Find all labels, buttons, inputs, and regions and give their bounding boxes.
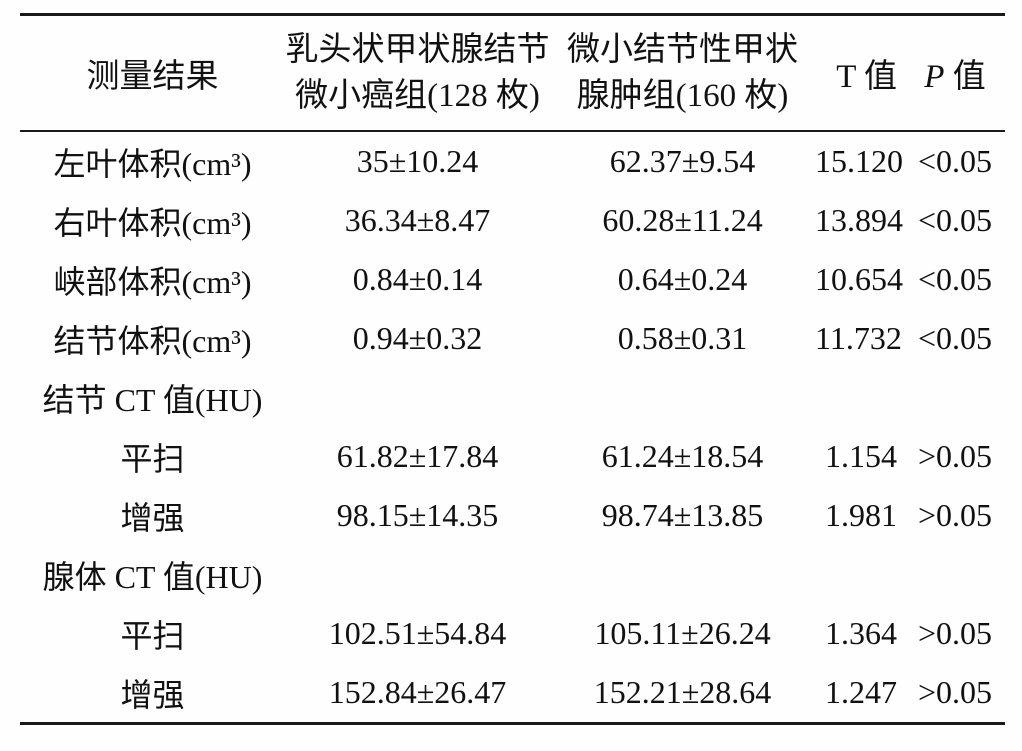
row-t-value: 10.654 bbox=[815, 261, 903, 297]
row-label: 平扫 bbox=[120, 440, 185, 477]
row-t-value: 1.154 bbox=[825, 438, 897, 474]
measurement-results-table: 测量结果 乳头状甲状腺结节 微小癌组(128 枚) 微小结节性甲状 腺肿组(16… bbox=[20, 13, 1005, 725]
row-t-value: 11.732 bbox=[815, 320, 902, 356]
row-group2-value: 62.37±9.54 bbox=[609, 143, 756, 179]
row-group2-value: 105.11±26.24 bbox=[594, 615, 771, 651]
row-group1-value: 0.94±0.32 bbox=[352, 320, 483, 356]
table-section-row: 结节 CT 值(HU) bbox=[20, 368, 1005, 427]
row-group2-value: 61.24±18.54 bbox=[601, 438, 764, 474]
row-group1-value: 102.51±54.84 bbox=[328, 615, 507, 651]
row-group2-value: 0.64±0.24 bbox=[617, 261, 748, 297]
row-p-value: <0.05 bbox=[917, 202, 993, 238]
table-row: 增强 152.84±26.47 152.21±28.64 1.247 >0.05 bbox=[20, 663, 1005, 722]
table-header-row: 测量结果 乳头状甲状腺结节 微小癌组(128 枚) 微小结节性甲状 腺肿组(16… bbox=[20, 16, 1005, 132]
table-row: 结节体积(cm³) 0.94±0.32 0.58±0.31 11.732 <0.… bbox=[20, 309, 1005, 368]
header-t-value: T 值 bbox=[815, 49, 905, 97]
p-rest: 值 bbox=[944, 59, 986, 95]
row-group2-value: 60.28±11.24 bbox=[602, 202, 763, 238]
row-label: 左叶体积(cm³) bbox=[53, 145, 252, 182]
t-rest: 值 bbox=[855, 59, 897, 95]
row-p-value: <0.05 bbox=[917, 320, 993, 356]
row-label: 平扫 bbox=[120, 617, 185, 654]
row-p-value: >0.05 bbox=[917, 615, 993, 651]
row-label: 增强 bbox=[120, 676, 185, 713]
header-carcinoma-group: 乳头状甲状腺结节 微小癌组(128 枚) bbox=[285, 27, 550, 119]
row-group1-value: 36.34±8.47 bbox=[344, 202, 491, 238]
row-t-value: 1.247 bbox=[825, 674, 897, 710]
header-carcinoma-group-line2: 微小癌组(128 枚) bbox=[295, 78, 540, 114]
section-label: 结节 CT 值(HU) bbox=[42, 381, 263, 418]
table-row: 平扫 102.51±54.84 105.11±26.24 1.364 >0.05 bbox=[20, 604, 1005, 663]
row-group1-value: 152.84±26.47 bbox=[328, 674, 507, 710]
p-letter: P bbox=[924, 59, 945, 95]
row-label: 增强 bbox=[120, 499, 185, 536]
table-row: 增强 98.15±14.35 98.74±13.85 1.981 >0.05 bbox=[20, 486, 1005, 545]
t-letter: T bbox=[836, 59, 856, 95]
row-t-value: 13.894 bbox=[815, 202, 903, 238]
header-goiter-group-line2: 腺肿组(160 枚) bbox=[576, 78, 789, 114]
row-p-value: <0.05 bbox=[917, 261, 993, 297]
section-label: 腺体 CT 值(HU) bbox=[42, 558, 263, 595]
row-label: 结节体积(cm³) bbox=[53, 322, 252, 359]
table-section-row: 腺体 CT 值(HU) bbox=[20, 545, 1005, 604]
row-label: 峡部体积(cm³) bbox=[53, 263, 252, 300]
row-group2-value: 98.74±13.85 bbox=[601, 497, 764, 533]
row-p-value: >0.05 bbox=[917, 438, 993, 474]
header-goiter-group-line1: 微小结节性甲状 bbox=[567, 32, 798, 68]
row-p-value: >0.05 bbox=[917, 674, 993, 710]
table-row: 平扫 61.82±17.84 61.24±18.54 1.154 >0.05 bbox=[20, 427, 1005, 486]
row-group2-value: 152.21±28.64 bbox=[593, 674, 772, 710]
row-label: 右叶体积(cm³) bbox=[53, 204, 252, 241]
header-measurement-result: 测量结果 bbox=[86, 59, 219, 95]
table-row: 峡部体积(cm³) 0.84±0.14 0.64±0.24 10.654 <0.… bbox=[20, 250, 1005, 309]
header-p-value: P 值 bbox=[905, 49, 1005, 97]
table-row: 左叶体积(cm³) 35±10.24 62.37±9.54 15.120 <0.… bbox=[20, 132, 1005, 191]
row-group2-value: 0.58±0.31 bbox=[617, 320, 748, 356]
row-t-value: 1.981 bbox=[825, 497, 897, 533]
row-t-value: 15.120 bbox=[815, 143, 903, 179]
row-group1-value: 98.15±14.35 bbox=[336, 497, 499, 533]
row-group1-value: 61.82±17.84 bbox=[336, 438, 499, 474]
row-group1-value: 35±10.24 bbox=[356, 143, 479, 179]
row-p-value: >0.05 bbox=[917, 497, 993, 533]
header-carcinoma-group-line1: 乳头状甲状腺结节 bbox=[285, 32, 550, 68]
row-group1-value: 0.84±0.14 bbox=[352, 261, 483, 297]
row-p-value: <0.05 bbox=[917, 143, 993, 179]
header-goiter-group: 微小结节性甲状 腺肿组(160 枚) bbox=[550, 27, 815, 119]
row-t-value: 1.364 bbox=[825, 615, 897, 651]
table-row: 右叶体积(cm³) 36.34±8.47 60.28±11.24 13.894 … bbox=[20, 191, 1005, 250]
